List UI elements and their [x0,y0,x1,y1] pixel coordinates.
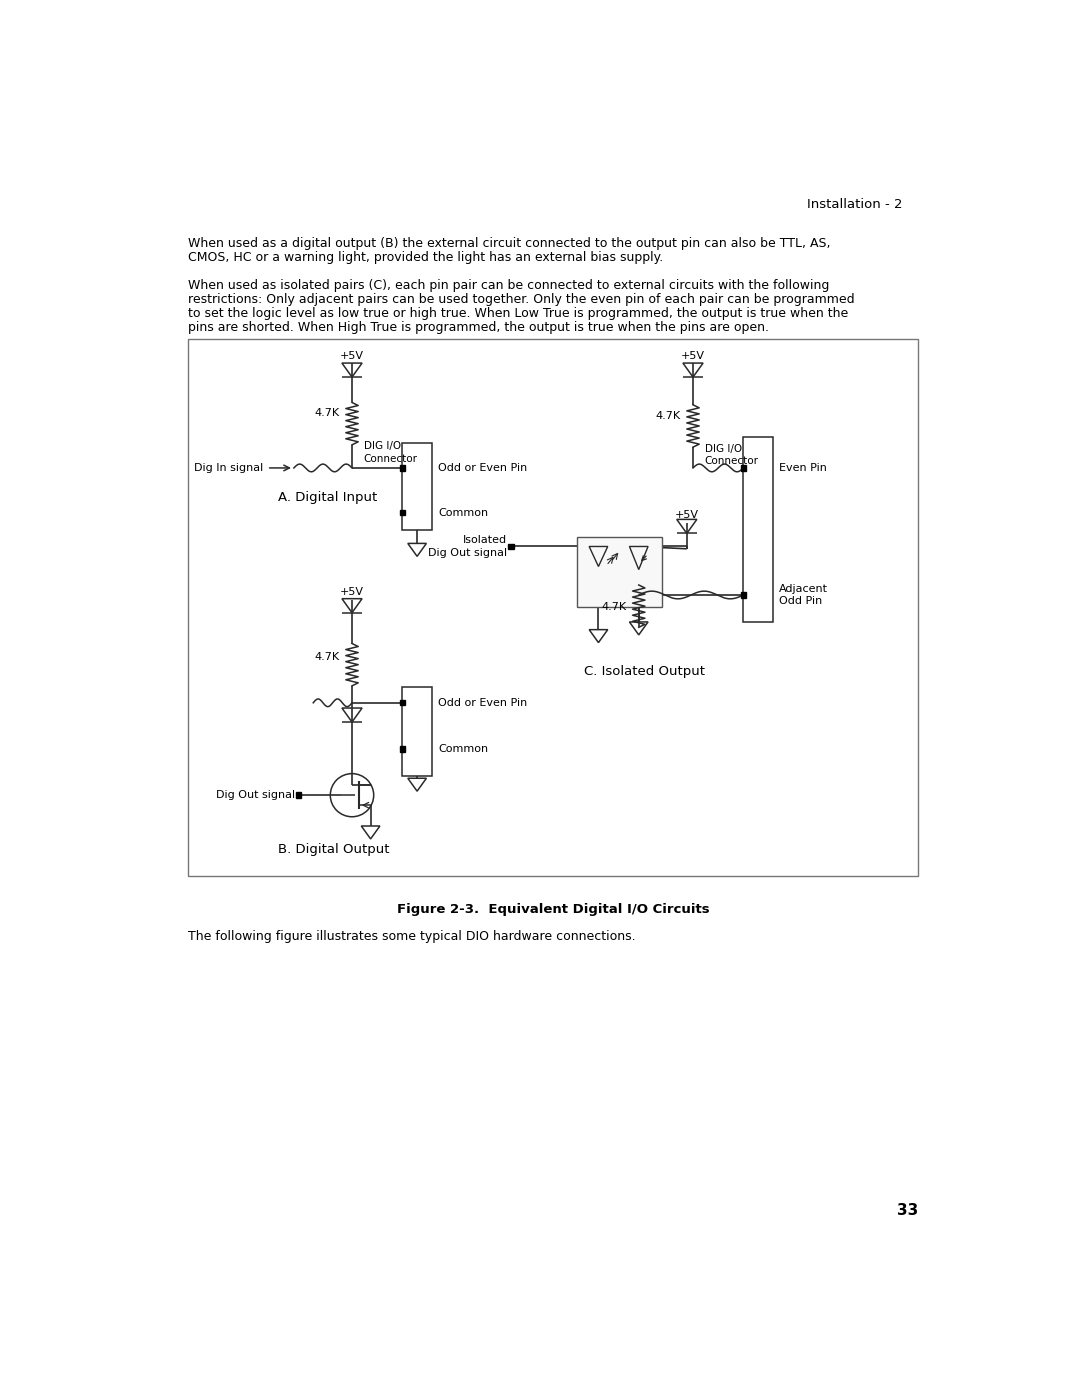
Text: When used as isolated pairs (C), each pin pair can be connected to external circ: When used as isolated pairs (C), each pi… [188,279,829,292]
Text: DIG I/O
Connector: DIG I/O Connector [364,441,418,464]
Bar [403,687,432,775]
Text: Figure 2-3.  Equivalent Digital I/O Circuits: Figure 2-3. Equivalent Digital I/O Circu… [397,902,710,916]
Text: 4.7K: 4.7K [314,408,339,418]
Text: C. Isolated Output: C. Isolated Output [584,665,705,679]
Bar [400,510,405,515]
Bar [188,338,918,876]
Text: Even Pin: Even Pin [779,462,827,474]
Text: to set the logic level as low true or high true. When Low True is programmed, th: to set the logic level as low true or hi… [188,307,848,320]
Text: A. Digital Input: A. Digital Input [279,490,378,504]
Text: 33: 33 [896,1203,918,1218]
Bar [577,538,662,606]
Bar [400,465,405,471]
Text: +5V: +5V [340,351,364,360]
Text: Common: Common [438,745,488,754]
Text: 4.7K: 4.7K [656,411,680,420]
Bar [741,592,746,598]
Text: +5V: +5V [681,351,705,360]
Text: CMOS, HC or a warning light, provided the light has an external bias supply.: CMOS, HC or a warning light, provided th… [188,251,663,264]
Text: Dig In signal: Dig In signal [193,462,262,474]
Bar [743,437,773,622]
Text: +5V: +5V [340,587,364,598]
Text: DIG I/O
Connector: DIG I/O Connector [704,444,758,467]
Text: B. Digital Output: B. Digital Output [279,844,390,856]
Bar [400,700,405,705]
Bar [509,543,514,549]
Text: +5V: +5V [675,510,699,520]
Bar [400,746,405,752]
Text: restrictions: Only adjacent pairs can be used together. Only the even pin of eac: restrictions: Only adjacent pairs can be… [188,293,854,306]
Text: pins are shorted. When High True is programmed, the output is true when the pins: pins are shorted. When High True is prog… [188,321,769,334]
Bar [741,465,746,471]
Text: Dig Out signal: Dig Out signal [216,791,295,800]
Bar [296,792,301,798]
Text: Odd or Even Pin: Odd or Even Pin [438,462,527,474]
Text: Installation - 2: Installation - 2 [807,198,902,211]
Text: Isolated
Dig Out signal: Isolated Dig Out signal [428,535,507,557]
Text: 4.7K: 4.7K [602,602,626,612]
Text: Adjacent
Odd Pin: Adjacent Odd Pin [779,584,828,606]
Text: Odd or Even Pin: Odd or Even Pin [438,697,527,708]
Text: When used as a digital output (B) the external circuit connected to the output p: When used as a digital output (B) the ex… [188,237,831,250]
Text: 4.7K: 4.7K [314,651,339,662]
Bar [403,443,432,529]
Text: Common: Common [438,507,488,518]
Text: The following figure illustrates some typical DIO hardware connections.: The following figure illustrates some ty… [188,930,635,943]
